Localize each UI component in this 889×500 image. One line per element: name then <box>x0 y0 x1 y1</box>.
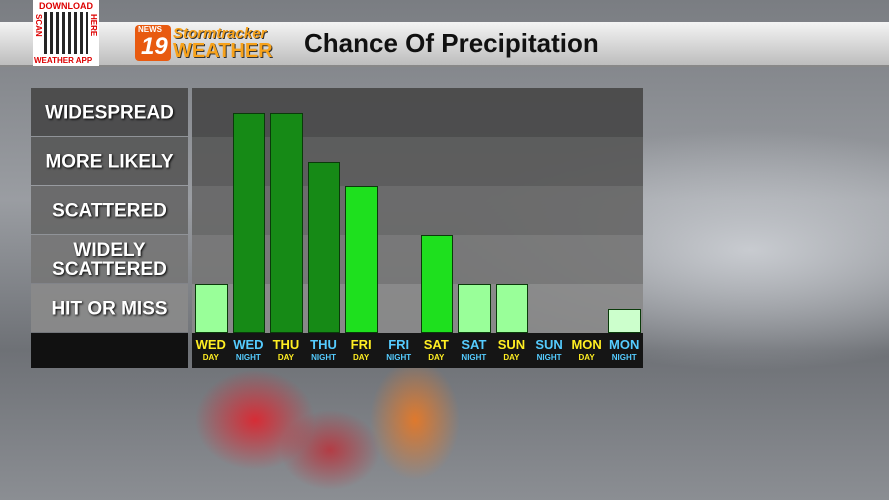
x-tick-label: THU <box>310 337 337 352</box>
x-tick-label: WED <box>233 337 264 352</box>
x-tick-sublabel: DAY <box>503 353 520 362</box>
plot-band <box>192 88 643 137</box>
x-tick-sublabel: NIGHT <box>611 353 637 362</box>
plot-band <box>192 137 643 186</box>
bar <box>420 235 454 333</box>
label-band <box>31 235 188 283</box>
x-tick-label: THU <box>272 337 300 352</box>
bar <box>458 284 491 333</box>
logo-channel: 19 <box>141 33 168 60</box>
x-tick-sublabel: NIGHT <box>311 353 336 362</box>
bar <box>270 112 303 333</box>
plot-band <box>192 235 643 284</box>
x-tick-label: SAT <box>423 337 449 352</box>
bar <box>345 186 378 333</box>
logo-badge <box>135 25 171 61</box>
x-tick-label: SUN <box>535 337 563 352</box>
x-tick-label: FRI <box>388 337 410 352</box>
bar <box>495 284 529 333</box>
chart-title: Chance Of Precipitation <box>304 28 599 58</box>
qr-text: SCAN <box>34 14 43 37</box>
qr-block: DOWNLOAD SCAN HERE WEATHER APP <box>33 0 99 66</box>
x-tick-label: MON <box>571 337 602 352</box>
x-tick-label: SUN <box>497 337 526 352</box>
x-tick-sublabel: DAY <box>578 353 595 362</box>
y-tick-label: SCATTERED <box>52 200 167 221</box>
category-strip <box>192 333 643 368</box>
logo: NEWS 19 Stormtracker WEATHER <box>135 25 298 63</box>
y-tick-label: WIDELY SCATTERED <box>52 239 167 280</box>
x-tick-sublabel: NIGHT <box>461 353 487 362</box>
qr-text: HERE <box>89 14 98 37</box>
x-tick-sublabel: NIGHT <box>386 353 412 362</box>
x-tick-label: SAT <box>461 337 487 352</box>
label-band <box>31 284 188 332</box>
bar <box>232 112 266 333</box>
category-strip-left <box>31 333 188 368</box>
logo-station: NEWS <box>138 25 162 34</box>
label-band <box>31 137 188 185</box>
y-tick-label: MORE LIKELY <box>45 151 174 172</box>
x-tick-sublabel: DAY <box>277 353 295 362</box>
bar <box>307 161 341 333</box>
x-tick-label: FRI <box>350 337 372 352</box>
x-tick-label: WED <box>195 337 226 352</box>
logo-brand: WEATHER <box>173 40 273 62</box>
plot-band <box>192 186 643 235</box>
x-tick-sublabel: DAY <box>353 353 370 362</box>
label-band <box>31 88 188 136</box>
qr-code <box>44 12 88 54</box>
x-tick-sublabel: DAY <box>202 353 219 362</box>
qr-text: DOWNLOAD <box>39 1 93 11</box>
x-tick-sublabel: NIGHT <box>536 353 562 362</box>
logo-brand: Stormtracker <box>173 25 267 42</box>
label-band <box>31 186 188 234</box>
x-tick-label: MON <box>609 337 640 352</box>
y-tick-label: WIDESPREAD <box>45 102 174 123</box>
bar <box>608 308 641 333</box>
x-tick-sublabel: NIGHT <box>235 353 261 362</box>
plot-band <box>192 284 643 333</box>
y-tick-label: HIT OR MISS <box>51 298 168 319</box>
qr-text: WEATHER APP <box>34 56 93 65</box>
x-tick-sublabel: DAY <box>428 353 445 362</box>
bar <box>195 284 228 333</box>
